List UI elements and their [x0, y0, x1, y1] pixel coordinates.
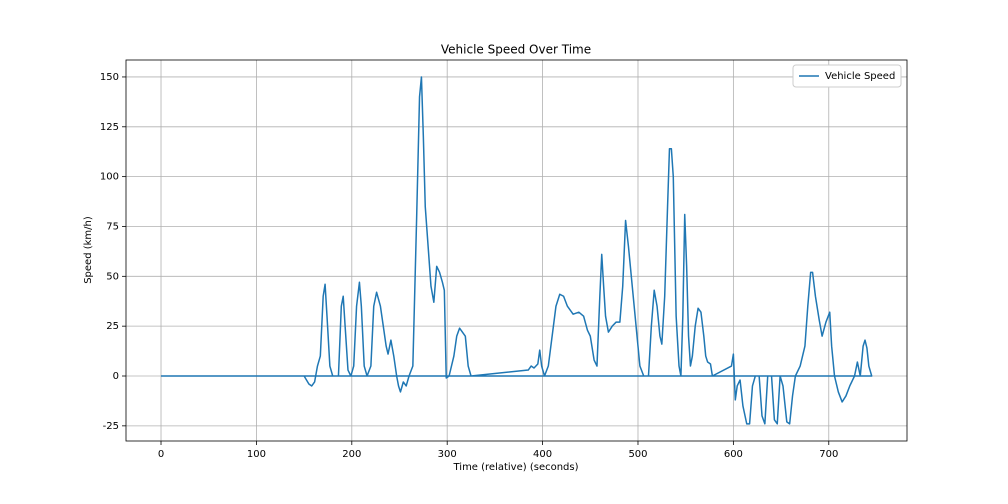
x-tick-label: 400: [533, 449, 552, 460]
y-tick-label: 25: [106, 321, 119, 332]
legend-box: [792, 64, 902, 88]
x-tick-label: 700: [819, 449, 838, 460]
y-axis-label: Speed (km/h): [83, 216, 94, 284]
y-tick-label: 125: [100, 122, 119, 133]
y-tick-label: 100: [100, 172, 119, 183]
x-tick-label: 100: [247, 449, 266, 460]
x-tick-label: 200: [342, 449, 361, 460]
y-tick-label: 75: [106, 221, 119, 232]
y-tick-label: 50: [106, 271, 119, 282]
plot-frame: [125, 59, 908, 442]
y-tick-label: 0: [113, 371, 119, 382]
legend-label: Vehicle Speed: [825, 71, 895, 82]
y-tick-label: 150: [100, 72, 119, 83]
x-tick-label: 600: [724, 449, 743, 460]
chart-title: Vehicle Speed Over Time: [441, 43, 591, 57]
y-tick-label: -25: [103, 421, 119, 432]
x-tick-label: 300: [438, 449, 457, 460]
x-tick-label: 0: [158, 449, 164, 460]
data-line: [161, 76, 873, 425]
x-axis-label: Time (relative) (seconds): [452, 462, 578, 473]
x-tick-label: 500: [628, 449, 647, 460]
